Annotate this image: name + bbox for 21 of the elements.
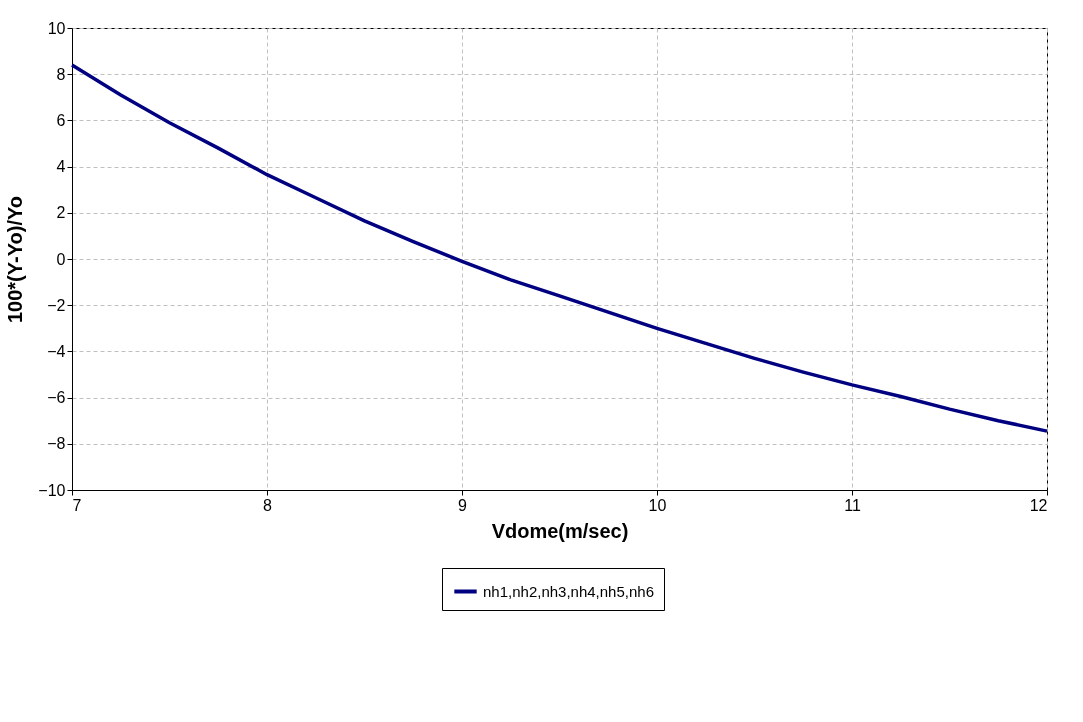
y-tick-label: 2 bbox=[56, 204, 66, 222]
y-tick-label: −8 bbox=[47, 435, 66, 453]
line-series bbox=[70, 63, 1049, 433]
y-axis-title: 100*(Y-Yo)/Yo bbox=[4, 195, 27, 324]
y-tick-label: −10 bbox=[38, 481, 66, 499]
x-tick-label: 10 bbox=[648, 496, 667, 514]
x-tick-label: 8 bbox=[263, 496, 273, 514]
legend-label: nh1,nh2,nh3,nh4,nh5,nh6 bbox=[483, 582, 654, 600]
x-axis-title: Vdome(m/sec) bbox=[491, 519, 629, 542]
y-tick-label: −2 bbox=[47, 296, 66, 314]
y-tick-label: 0 bbox=[56, 250, 66, 268]
y-tick-label: 6 bbox=[56, 111, 66, 129]
x-tick-label: 11 bbox=[844, 496, 861, 514]
y-tick-label: 4 bbox=[56, 158, 66, 176]
y-tick-label: −6 bbox=[47, 389, 66, 407]
x-tick-label: 7 bbox=[72, 496, 82, 514]
x-tick-label: 12 bbox=[1029, 496, 1048, 514]
y-tick-label: −4 bbox=[47, 342, 66, 360]
y-tick-label: 8 bbox=[56, 65, 66, 83]
x-tick-label: 9 bbox=[458, 496, 468, 514]
y-tick-label: 10 bbox=[47, 19, 66, 37]
